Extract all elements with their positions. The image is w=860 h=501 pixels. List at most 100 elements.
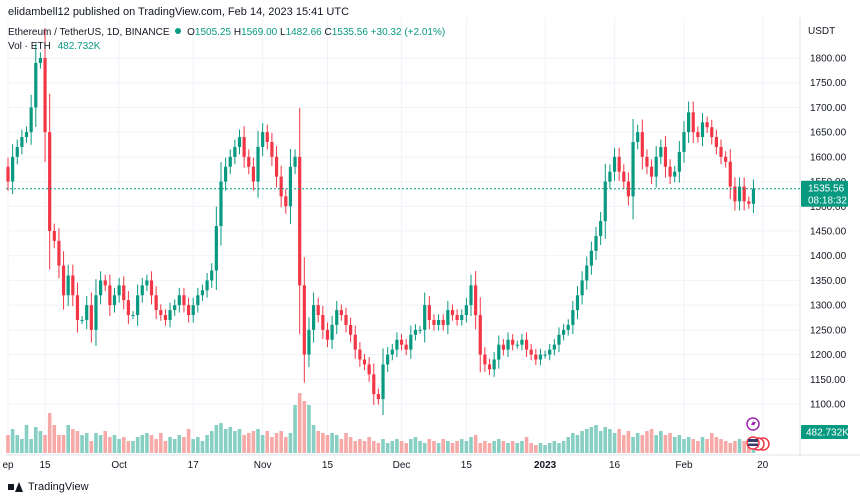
volume-bar [177, 435, 182, 453]
volume-last-tag [801, 425, 848, 439]
candle-body [645, 156, 649, 167]
volume-bar [353, 441, 358, 453]
volume-bar [640, 435, 645, 453]
candle-body [413, 329, 418, 335]
candle-body [224, 166, 228, 182]
candle-body [349, 324, 353, 335]
candle-body [353, 334, 357, 350]
volume-label[interactable]: Vol · ETH [8, 41, 51, 52]
candle-body [562, 329, 566, 335]
candle-body [478, 315, 482, 355]
volume-bar [75, 431, 80, 453]
volume-bar [6, 435, 10, 453]
volume-bar [186, 429, 191, 453]
candle-body [710, 127, 714, 138]
volume-bar [223, 429, 228, 453]
volume-bar [381, 439, 385, 453]
us-flag-stripe [748, 442, 758, 444]
price-tick-label: 1800.00 [810, 54, 847, 65]
candle-body [534, 354, 538, 360]
candle-body [302, 285, 306, 355]
candle-body [682, 132, 686, 152]
last-price-tag [801, 180, 848, 207]
candle-body [367, 364, 371, 375]
volume-bar [242, 435, 246, 453]
candle-body [75, 295, 80, 320]
candle-body [274, 156, 279, 177]
candle-body [38, 58, 43, 63]
volume-bar [89, 441, 94, 453]
candle-body [724, 156, 728, 162]
volume-bar [686, 437, 691, 453]
candle-body [487, 364, 492, 370]
volume-bar [293, 405, 297, 453]
volume-bar [529, 443, 533, 453]
time-axis[interactable]: ep 15 Oct 17 Nov 15 Dec 15 2023 16 Feb 20 [2, 460, 768, 471]
candle-body [585, 265, 589, 281]
candle-body [409, 334, 413, 350]
volume-bar [436, 443, 441, 453]
candlesticks [6, 28, 770, 451]
volume-bar [20, 439, 24, 453]
candle-body [515, 344, 519, 346]
volume-bar [705, 439, 709, 453]
candle-body [524, 339, 529, 350]
candle-body [464, 305, 468, 316]
volume-bar [672, 437, 677, 453]
volume-bar [459, 439, 464, 453]
candle-body [599, 221, 603, 236]
candle-body [265, 132, 269, 143]
volume-bar [612, 433, 617, 453]
volume-bar [399, 441, 404, 453]
price-axis[interactable]: USDT 1800.00 1750.00 1700.00 1650.00 1600.00 1… [801, 26, 849, 439]
candle-body [103, 280, 107, 286]
candle-body [497, 344, 501, 360]
candle-body [29, 107, 33, 133]
candle-body [548, 349, 552, 355]
volume-bar [112, 435, 117, 453]
volume-bar [191, 439, 195, 453]
candle-body [85, 305, 89, 320]
price-tick-label: 1150.00 [810, 375, 846, 386]
volume-bar [279, 431, 283, 453]
candle-body [728, 161, 732, 187]
publish-line: elidambell12 published on TradingView.co… [8, 6, 350, 18]
candle-body [136, 295, 140, 316]
volume-bar [237, 429, 242, 453]
time-tick-label: 20 [757, 460, 769, 471]
candle-body [511, 339, 515, 345]
candle-body [182, 295, 186, 306]
volume-bar [330, 433, 334, 453]
volume-bar [71, 429, 75, 453]
candle-body [608, 171, 612, 182]
volume-bar [260, 435, 265, 453]
volume-bar [390, 441, 395, 453]
volume-bar [149, 435, 154, 453]
candle-body [751, 188, 756, 204]
candle-body [6, 166, 10, 182]
candle-body [631, 142, 635, 197]
candle-body [61, 265, 66, 296]
volume-bar [543, 445, 547, 453]
symbol-title[interactable]: Ethereum / TetherUS, 1D, BINANCE [8, 27, 170, 38]
volume-bar [728, 443, 733, 453]
volume-bar [33, 427, 38, 453]
volume-bar [709, 433, 714, 453]
candle-body [43, 58, 47, 133]
volume-bar [427, 439, 432, 453]
change-value: +30.32 (+2.01%) [370, 27, 446, 38]
volume-bar [561, 441, 566, 453]
volume-bar [196, 437, 200, 453]
last-price-label: 1535.56 [808, 184, 845, 195]
candle-body [432, 319, 436, 325]
candle-body [566, 324, 570, 330]
volume-bar [492, 441, 496, 453]
candle-body [196, 295, 200, 306]
time-tick-label: Feb [675, 460, 693, 471]
volume-bar [714, 437, 719, 453]
status-dot-icon [175, 28, 182, 34]
volume-bar [233, 431, 237, 453]
candle-body [228, 156, 232, 167]
volume-bar [284, 437, 288, 453]
